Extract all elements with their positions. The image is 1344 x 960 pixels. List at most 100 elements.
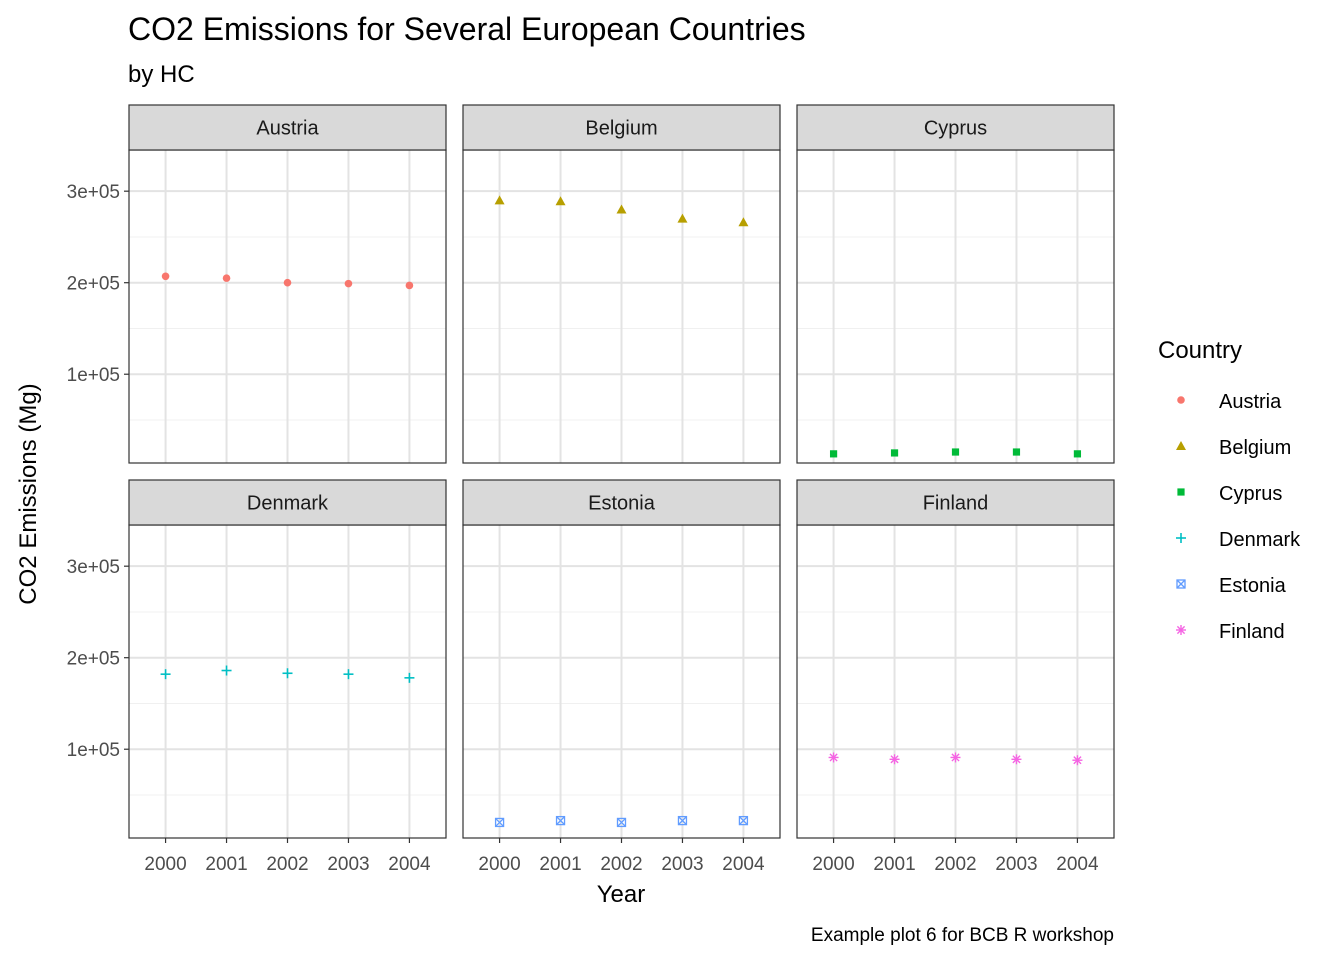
panel-estonia: Estonia 2000 2001 2002 2003 2004 [462, 479, 781, 875]
point-estonia-2003-box [677, 815, 688, 826]
facet-strip-label: Belgium [585, 118, 657, 140]
legend-key-austria [1177, 396, 1185, 404]
point-finland-2000-d2 [829, 753, 838, 762]
point-denmark-2003 [343, 669, 354, 680]
point-finland-2000 [828, 752, 839, 763]
point-cyprus-2000 [829, 450, 838, 458]
legend-key-estonia [1176, 579, 1186, 589]
facet-strip [462, 104, 781, 151]
facet-strip-label: Finland [923, 493, 989, 515]
point-austria-2001 [222, 274, 231, 282]
point-denmark-2000 [160, 669, 171, 680]
legend-entry-belgium: Belgium [1176, 437, 1291, 459]
y-axis-label: CO2 Emissions (Mg) [15, 383, 42, 604]
legend-label-belgium: Belgium [1219, 437, 1291, 459]
legend-key-denmark [1176, 533, 1186, 543]
legend-entry-austria: Austria [1177, 391, 1282, 413]
x-tick-label: 2000 [812, 854, 854, 875]
legend-key-finland [1176, 625, 1186, 635]
panel-cyprus: Cyprus [796, 104, 1115, 464]
chart-subtitle: by HC [128, 61, 195, 88]
point-estonia-2001-d2 [556, 816, 565, 826]
point-belgium-2004 [738, 217, 749, 227]
x-tick-label: 2004 [722, 854, 765, 875]
point-estonia-2001-box [555, 815, 566, 826]
point-finland-2003-d2 [1012, 755, 1021, 764]
x-tick-label: 2001 [205, 854, 247, 875]
x-tick-label: 2001 [539, 854, 581, 875]
legend-key-belgium [1176, 441, 1186, 450]
point-denmark-2004 [404, 672, 415, 683]
x-tick-label: 2002 [266, 854, 308, 875]
x-tick-label: 2003 [995, 854, 1037, 875]
point-austria-2004 [405, 281, 414, 290]
legend-label-estonia: Estonia [1219, 575, 1287, 597]
point-denmark-2001 [221, 665, 232, 676]
caption: Example plot 6 for BCB R workshop [811, 925, 1114, 946]
x-tick-label: 2000 [478, 854, 520, 875]
point-austria-2002 [283, 278, 292, 287]
x-tick-label: 2003 [661, 854, 703, 875]
facet-strip [128, 104, 447, 151]
legend-label-finland: Finland [1219, 621, 1285, 643]
legend-entry-finland: Finland [1176, 621, 1285, 643]
chart-title: CO2 Emissions for Several European Count… [128, 11, 806, 47]
point-denmark-2002 [282, 668, 293, 679]
point-estonia-2000-d2 [495, 817, 505, 827]
point-estonia-2003-d2 [678, 816, 687, 826]
legend-label-cyprus: Cyprus [1219, 483, 1282, 505]
point-belgium-2001 [555, 196, 566, 206]
x-tick-label: 2004 [388, 854, 431, 875]
point-estonia-2002 [616, 817, 627, 828]
point-finland-2001-d2 [890, 755, 899, 764]
legend-entry-estonia: Estonia [1176, 575, 1287, 597]
legend-entry-denmark: Denmark [1176, 529, 1301, 551]
x-tick-label: 2004 [1056, 854, 1099, 875]
legend: Country Austria Belgium Cyprus Denmark Eston… [1158, 337, 1301, 643]
point-estonia-2001 [555, 815, 566, 826]
point-estonia-2002-box [616, 817, 627, 828]
y-tick-label: 2e+05 [67, 274, 120, 295]
point-estonia-2003 [677, 815, 688, 826]
y-tick-label: 1e+05 [67, 740, 120, 761]
facet-strip-label: Austria [256, 118, 319, 140]
point-estonia-2000 [494, 817, 505, 828]
point-finland-2002 [950, 752, 961, 763]
facet-strip [796, 104, 1115, 151]
panel-belgium: Belgium [462, 104, 781, 464]
facet-panels: Austria 1e+05 2e+05 3e+05 Belgium Cyprus Denma… [67, 104, 1115, 875]
y-tick-label: 3e+05 [67, 557, 120, 578]
x-tick-label: 2000 [144, 854, 186, 875]
x-tick-label: 2001 [873, 854, 915, 875]
point-belgium-2000 [494, 195, 505, 205]
legend-entry-cyprus: Cyprus [1177, 483, 1282, 505]
legend-key-estonia-d2 [1176, 579, 1186, 589]
facet-strip-label: Denmark [247, 493, 329, 515]
legend-key-cyprus [1177, 488, 1185, 496]
y-tick-label: 1e+05 [67, 365, 120, 386]
legend-title: Country [1158, 337, 1242, 364]
facet-strip-label: Estonia [588, 493, 656, 515]
point-cyprus-2004 [1073, 450, 1082, 458]
point-belgium-2002 [616, 204, 627, 214]
x-tick-label: 2002 [600, 854, 642, 875]
point-estonia-2000-box [494, 817, 505, 828]
point-cyprus-2003 [1012, 448, 1021, 456]
legend-key-estonia-box [1176, 579, 1186, 589]
point-belgium-2003 [677, 213, 688, 223]
point-estonia-2002-d2 [617, 817, 626, 827]
x-tick-label: 2003 [327, 854, 369, 875]
point-cyprus-2001 [890, 449, 899, 457]
facet-strip-label: Cyprus [924, 118, 987, 140]
legend-label-austria: Austria [1219, 391, 1282, 413]
legend-label-denmark: Denmark [1219, 529, 1301, 551]
point-finland-2001 [889, 754, 900, 765]
facet-strip [796, 479, 1115, 526]
point-austria-2003 [344, 279, 353, 288]
y-tick-label: 3e+05 [67, 182, 120, 203]
panel-austria: Austria 1e+05 2e+05 3e+05 [67, 104, 447, 464]
point-cyprus-2002 [951, 448, 960, 456]
point-estonia-2004-box [738, 815, 749, 826]
panel-denmark: Denmark 1e+05 2e+05 3e+05 2000 2001 2002 2003 20… [67, 479, 447, 875]
